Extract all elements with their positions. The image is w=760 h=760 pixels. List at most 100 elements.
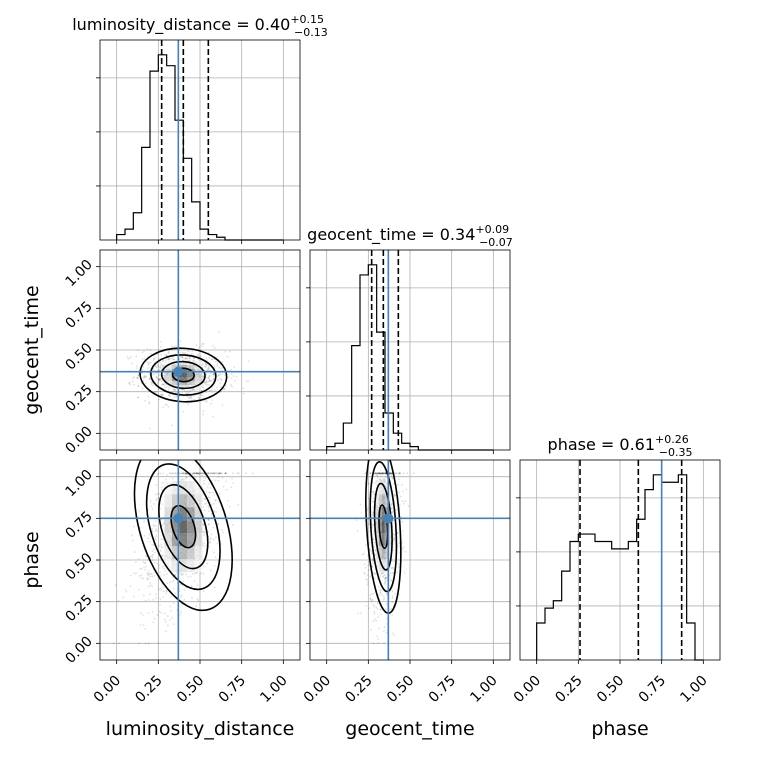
sample-point [162, 590, 165, 593]
sample-point [189, 390, 192, 393]
sample-point [207, 523, 210, 526]
sample-point [373, 572, 375, 575]
sample-point [216, 362, 219, 365]
sample-point [205, 364, 208, 367]
density-cell [194, 546, 203, 560]
sample-point [228, 505, 231, 508]
injection-point [173, 513, 184, 524]
sample-point [372, 524, 374, 527]
sample-point [156, 366, 158, 368]
sample-point [181, 477, 184, 480]
sample-point [152, 610, 154, 613]
sample-point [221, 366, 224, 369]
sample-point [195, 472, 198, 475]
sample-point [158, 571, 161, 574]
sample-point [196, 472, 199, 475]
sample-point [196, 472, 198, 475]
density-cell [376, 559, 379, 573]
sample-point [165, 589, 168, 592]
sample-point [366, 581, 369, 584]
sample-point [156, 562, 159, 565]
sample-point [209, 472, 212, 475]
sample-point [186, 357, 189, 360]
sample-point [149, 377, 152, 380]
sample-point [216, 542, 219, 545]
sample-point [195, 388, 198, 391]
sample-point [172, 587, 175, 590]
sample-point [384, 578, 386, 581]
density-cell [179, 381, 188, 385]
sample-point [211, 491, 214, 494]
sample-point [171, 472, 174, 475]
sample-point [379, 472, 381, 475]
sample-point [156, 377, 159, 380]
sample-point [382, 472, 385, 475]
sample-point [193, 398, 196, 401]
sample-point [208, 523, 211, 525]
sample-point [173, 389, 176, 392]
sample-point [392, 540, 395, 543]
sample-point [159, 361, 162, 364]
sample-point [383, 472, 386, 475]
sample-point [360, 612, 362, 615]
sample-point [185, 472, 187, 475]
sample-point [159, 549, 162, 551]
density-cell [194, 481, 203, 495]
sample-point [396, 571, 398, 573]
sample-point [213, 494, 216, 496]
sample-point [212, 472, 215, 475]
sample-point [389, 472, 392, 475]
sample-point [149, 575, 151, 578]
sample-point [369, 548, 371, 551]
sample-point [182, 472, 184, 475]
sample-point [384, 580, 387, 583]
sample-point [207, 483, 210, 485]
sample-point [167, 351, 170, 354]
density-cell [194, 533, 203, 547]
sample-point [191, 389, 194, 391]
sample-point [356, 529, 359, 532]
sample-point [128, 357, 131, 360]
sample-point [166, 358, 169, 360]
sample-point [143, 376, 146, 379]
sample-point [369, 472, 372, 475]
sample-point [364, 472, 367, 475]
sample-point [202, 375, 205, 378]
sample-point [139, 623, 142, 626]
sample-point [180, 574, 183, 576]
sample-point [237, 472, 240, 475]
sample-point [207, 505, 210, 507]
sample-point [392, 566, 394, 569]
sample-point [200, 572, 203, 574]
sample-point [142, 560, 145, 563]
sample-point [168, 350, 170, 353]
sample-point [160, 393, 163, 396]
sample-point [390, 474, 393, 477]
sample-point [372, 511, 375, 514]
sample-point [372, 603, 375, 606]
sample-point [407, 504, 410, 507]
density-cell [171, 520, 180, 534]
sample-point [373, 577, 376, 580]
sample-point [218, 366, 221, 369]
sample-point [391, 590, 394, 593]
sample-point [373, 612, 376, 615]
sample-point [133, 376, 136, 379]
sample-point [139, 567, 141, 570]
sample-point [372, 559, 374, 561]
sample-point [382, 472, 385, 475]
sample-point [392, 549, 395, 552]
sample-point [155, 525, 157, 528]
sample-point [135, 376, 138, 379]
sample-point [378, 472, 380, 475]
sample-point [207, 472, 210, 475]
sample-point [377, 616, 380, 619]
sample-point [378, 472, 381, 475]
sample-point [157, 642, 159, 645]
density-cell [381, 507, 385, 521]
sample-point [155, 376, 158, 378]
density-cell [171, 381, 180, 385]
sample-point [375, 606, 378, 609]
sample-point [146, 578, 149, 581]
sample-point [365, 578, 367, 581]
